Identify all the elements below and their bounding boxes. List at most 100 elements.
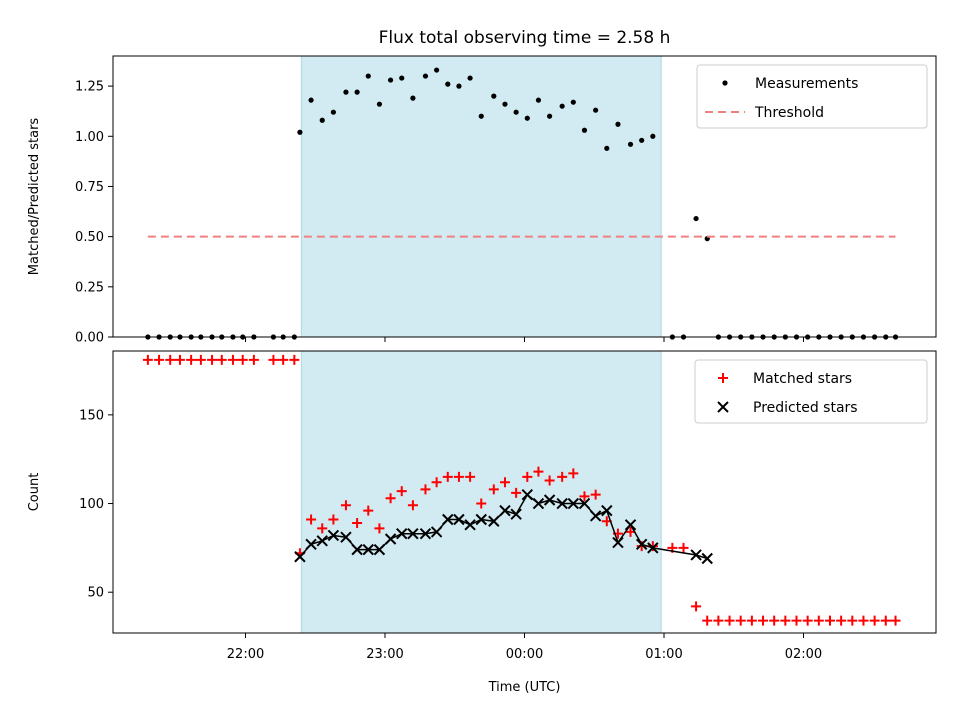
data-point [635,538,648,551]
data-point [419,527,432,540]
data-point [431,477,442,488]
legend-marker [722,80,728,86]
data-point [570,99,576,105]
legend-marker [718,373,728,383]
y-tick-label: 0.25 [75,280,104,295]
data-point [363,505,374,516]
x-tick-label: 00:00 [506,647,543,662]
data-point [306,514,317,525]
data-point [533,466,544,477]
data-point [488,515,500,527]
data-point [376,101,383,107]
data-point [858,615,869,626]
data-point [476,498,487,509]
data-point [186,354,197,365]
data-point [522,471,533,482]
data-point [453,471,464,482]
y-tick-label: 50 [87,586,104,601]
data-point [396,527,408,540]
data-point [639,137,645,143]
data-point [340,531,352,543]
data-point [535,97,542,103]
data-point [647,542,659,554]
data-point [693,215,699,222]
data-point [532,497,545,510]
data-point [579,491,590,502]
chart-title: Flux total observing time = 2.58 h [379,28,671,48]
data-point [590,489,601,500]
data-point [453,513,465,526]
data-point [328,514,339,525]
data-point [615,121,621,127]
data-point [442,513,454,526]
data-point [690,549,702,561]
data-point [362,543,374,556]
data-point [589,510,602,522]
data-point [511,487,522,498]
series-line [299,493,708,560]
y-tick-label: 1.00 [75,130,104,145]
y-tick-label: 0.50 [75,230,104,245]
data-point [305,538,317,551]
data-point [142,354,153,365]
data-point [578,497,591,510]
data-point [174,354,185,365]
data-point [319,117,325,123]
data-point [547,113,553,119]
data-point [780,615,791,626]
y-tick-label: 1.25 [75,80,104,95]
data-point [813,615,824,626]
data-point [373,543,386,556]
data-point [216,354,227,365]
legend: Measurements Threshold [696,64,928,129]
data-point [557,471,568,482]
x-tick-label: 01:00 [645,647,682,662]
series-2-2 [294,488,713,565]
data-point [464,519,476,531]
data-point [559,103,565,109]
data-point [593,107,599,113]
series-2-1 [142,354,901,626]
data-point [195,354,206,365]
data-point [317,523,328,534]
data-point [650,133,656,139]
data-point [354,89,360,95]
data-point [769,615,780,626]
data-point [510,508,522,520]
data-point [327,529,340,542]
y-tick-label: 100 [79,497,104,512]
data-point [869,615,880,626]
data-point [343,89,349,95]
data-point [836,615,847,626]
data-point [691,601,702,612]
panel-1: 0.00 0.25 0.50 0.75 1.00 1.25 Matched/Predicte… [27,55,937,346]
data-point [374,523,385,534]
x-tick-label: 22:00 [227,647,264,662]
data-point [278,354,289,365]
data-point [521,488,533,501]
data-point [330,109,336,115]
data-point [701,552,713,565]
data-point [604,145,610,151]
data-point [478,113,484,119]
data-point [316,535,328,547]
data-point [422,73,429,79]
data-point [154,354,165,365]
data-point [543,494,556,506]
data-point [399,75,405,81]
data-point [207,354,218,365]
data-point [248,354,259,365]
legend-label: Predicted stars [753,400,858,416]
y-tick-label: 0.00 [75,331,104,346]
data-point [351,543,363,556]
data-point [713,615,724,626]
data-point [735,615,746,626]
data-point [758,615,769,626]
data-point [442,471,453,482]
chart-layer: 0.00 0.25 0.50 0.75 1.00 1.25 Matched/Predicte… [27,55,937,662]
legend: Matched stars Predicted stars [694,359,928,424]
data-point [513,109,519,115]
data-point [387,77,394,83]
data-point [524,115,530,121]
